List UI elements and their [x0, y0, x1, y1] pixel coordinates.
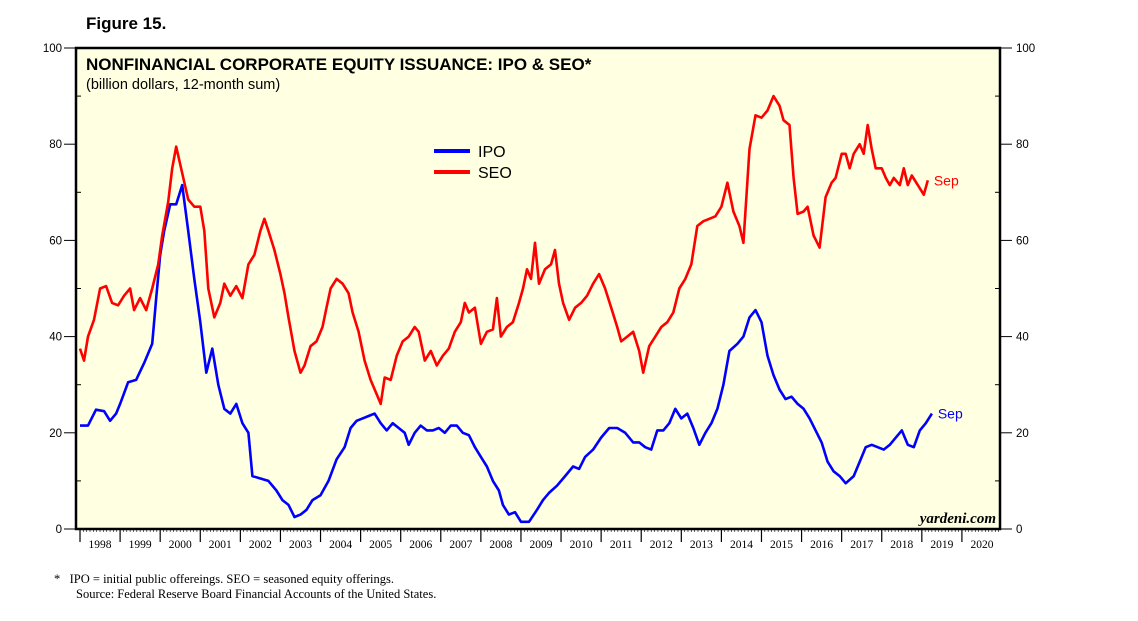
series-line-seo — [78, 94, 930, 406]
x-tick-label: 2002 — [249, 539, 272, 551]
x-tick-label: 2004 — [329, 539, 352, 551]
x-axis: 1998 1999 2000 2001 2002 2003 2004 2005 2006 2007… — [79, 529, 999, 551]
chart-svg: 0 20 40 60 80 100 0 20 40 60 80 100 1998 1999 2000 20… — [43, 43, 1035, 551]
legend-seo-label: SEO — [478, 165, 512, 182]
series-line-ipo — [80, 183, 933, 524]
series-end-label-seo: Sep — [934, 172, 959, 188]
y-tick-label-right: 80 — [1016, 139, 1029, 151]
x-tick-label: 2012 — [650, 539, 673, 551]
y-tick-label-left: 40 — [49, 332, 62, 344]
source-note: Source: Federal Reserve Board Financial … — [76, 587, 437, 601]
chart-subtitle: (billion dollars, 12-month sum) — [86, 77, 280, 93]
x-tick-label: 2007 — [449, 539, 472, 551]
plot-frame — [74, 46, 1002, 531]
x-tick-label: 2001 — [209, 539, 232, 551]
watermark: yardeni.com — [918, 511, 996, 527]
y-tick-label-right: 60 — [1016, 235, 1029, 247]
y-tick-label-right: 20 — [1016, 428, 1029, 440]
chart-title: NONFINANCIAL CORPORATE EQUITY ISSUANCE: … — [86, 55, 592, 74]
x-tick-label: 1998 — [89, 539, 112, 551]
x-tick-label: 2006 — [409, 539, 432, 551]
y-tick-label-left: 0 — [56, 524, 62, 536]
series-layer: Sep Sep — [78, 94, 963, 524]
x-tick-label: 2014 — [730, 539, 753, 551]
footnote: * IPO = initial public offereings. SEO =… — [54, 572, 394, 586]
y-axis-left: 0 20 40 60 80 100 — [43, 43, 81, 536]
legend-ipo-label: IPO — [478, 144, 506, 161]
x-tick-label: 2011 — [610, 539, 633, 551]
y-tick-label-right: 0 — [1016, 524, 1022, 536]
legend: IPO SEO — [434, 144, 512, 182]
x-tick-label: 2013 — [690, 539, 713, 551]
y-tick-label-left: 60 — [49, 235, 62, 247]
x-tick-label: 2009 — [530, 539, 553, 551]
y-tick-label-right: 40 — [1016, 332, 1029, 344]
x-tick-label: 2019 — [930, 539, 953, 551]
x-tick-label: 2010 — [570, 539, 593, 551]
x-tick-label: 2017 — [850, 539, 873, 551]
plot-background — [76, 48, 1000, 529]
x-tick-label: 2003 — [289, 539, 312, 551]
x-tick-label: 2005 — [369, 539, 392, 551]
figure-label: Figure 15. — [86, 14, 167, 33]
x-tick-label: 2015 — [770, 539, 793, 551]
series-end-label-ipo: Sep — [938, 406, 963, 422]
x-tick-label: 2016 — [810, 539, 833, 551]
x-tick-label: 1999 — [129, 539, 152, 551]
y-tick-label-left: 20 — [49, 428, 62, 440]
x-tick-label: 2008 — [489, 539, 512, 551]
y-tick-label-right: 100 — [1016, 43, 1035, 55]
y-tick-label-left: 80 — [49, 139, 62, 151]
y-axis-right: 0 20 40 60 80 100 — [995, 43, 1035, 536]
y-tick-label-left: 100 — [43, 43, 62, 55]
x-tick-label: 2020 — [970, 539, 993, 551]
x-tick-label: 2000 — [169, 539, 192, 551]
x-tick-label: 2018 — [890, 539, 913, 551]
